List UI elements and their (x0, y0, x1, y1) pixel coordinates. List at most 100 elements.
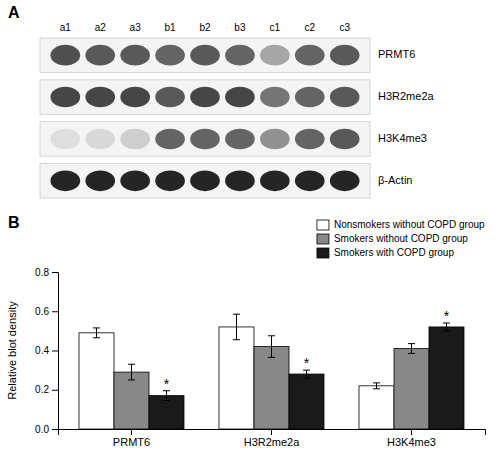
bar (289, 374, 324, 429)
figure: Aa1a2a3b1b2b3c1c2c3PRMT6H3R2me2aH3K4me3β… (0, 0, 500, 467)
error-stem (446, 323, 447, 331)
band (190, 87, 220, 108)
lane-label: c2 (304, 22, 315, 33)
band (50, 171, 80, 192)
band (85, 45, 115, 66)
bar (149, 396, 184, 429)
band (330, 45, 360, 66)
error-bar (128, 364, 135, 380)
error-cap (373, 382, 380, 383)
error-cap (128, 379, 135, 380)
row-label: H3K4me3 (378, 132, 427, 144)
y-tick: 0.6 (35, 306, 58, 317)
band (330, 87, 360, 108)
tick-label: H3K4me3 (387, 436, 436, 448)
panel-b: ***0.00.20.40.60.8PRMT6H3R2me2aH3K4me3Re… (6, 267, 486, 448)
error-cap (408, 353, 415, 354)
band (155, 171, 185, 192)
band (295, 129, 325, 150)
tick-label: 0.2 (35, 384, 49, 395)
annotations: *** (164, 308, 450, 392)
lane-label: c1 (270, 22, 281, 33)
error-stem (306, 370, 307, 378)
legend-item: Nonsmokers without COPD group (317, 219, 485, 230)
band (295, 171, 325, 192)
y-tick: 0.2 (35, 384, 58, 395)
error-cap (233, 339, 240, 340)
tick-mark (411, 429, 412, 435)
y-tick: 0.4 (35, 345, 58, 356)
error-stem (131, 364, 132, 380)
error-bar (163, 391, 170, 401)
error-stem (411, 344, 412, 354)
band (330, 171, 360, 192)
error-stem (271, 336, 272, 358)
band (190, 45, 220, 66)
axis-line (59, 430, 486, 436)
bands (40, 38, 370, 198)
band (295, 45, 325, 66)
significance-mark: * (164, 376, 170, 392)
x-axis: PRMT6H3R2me2aH3K4me3 (59, 429, 486, 448)
lane-background (40, 38, 370, 72)
band (260, 129, 290, 150)
band (85, 129, 115, 150)
band (190, 171, 220, 192)
error-cap (128, 364, 135, 365)
band (190, 129, 220, 150)
lane-background (40, 80, 370, 114)
error-bar (233, 314, 240, 340)
row-label: H3R2me2a (378, 90, 435, 102)
row-label: PRMT6 (378, 48, 415, 60)
error-stem (376, 383, 377, 389)
bar (219, 327, 254, 429)
band (85, 87, 115, 108)
error-stem (96, 328, 97, 338)
tick-label: 0.0 (35, 424, 49, 435)
axis-line (52, 273, 59, 430)
tick-label: 0.4 (35, 345, 49, 356)
band (120, 129, 150, 150)
tick-mark (52, 311, 58, 312)
tick-mark (52, 390, 58, 391)
error-cap (233, 314, 240, 315)
band (50, 45, 80, 66)
bars (79, 314, 464, 429)
error-bar (268, 336, 275, 358)
lane-label: a3 (130, 22, 142, 33)
bar (114, 372, 149, 429)
legend-item: Smokers without COPD group (317, 233, 468, 244)
band (155, 45, 185, 66)
band (155, 129, 185, 150)
lane-background (40, 164, 370, 198)
tick-label: 0.6 (35, 306, 49, 317)
lane-label: b3 (234, 22, 246, 33)
band (225, 45, 255, 66)
legend: Nonsmokers without COPD group Smokers wit… (317, 219, 485, 258)
band (260, 171, 290, 192)
panel-a: Aa1a2a3b1b2b3c1c2c3PRMT6H3R2me2aH3K4me3β… (8, 4, 435, 198)
tick-mark (52, 351, 58, 352)
y-tick: 0.8 (35, 267, 58, 278)
panel-title: B (8, 214, 20, 231)
band (120, 45, 150, 66)
band (120, 171, 150, 192)
y-tick: 0.0 (35, 424, 58, 435)
legend-label: Smokers with COPD group (334, 247, 454, 258)
tick-mark (52, 272, 58, 273)
band (260, 87, 290, 108)
lane-label: b1 (165, 22, 177, 33)
legend-label: Smokers without COPD group (334, 233, 468, 244)
legend-item: Smokers with COPD group (317, 247, 454, 258)
significance-mark: * (304, 355, 310, 371)
error-cap (443, 330, 450, 331)
x-tick: H3K4me3 (387, 429, 436, 448)
lane-label: a1 (60, 22, 72, 33)
band (50, 129, 80, 150)
lane-label: b2 (199, 22, 211, 33)
legend-swatch (317, 220, 329, 230)
tick-label: PRMT6 (113, 436, 150, 448)
error-cap (268, 335, 275, 336)
legend-swatch (317, 234, 329, 244)
tick-mark (52, 429, 58, 430)
